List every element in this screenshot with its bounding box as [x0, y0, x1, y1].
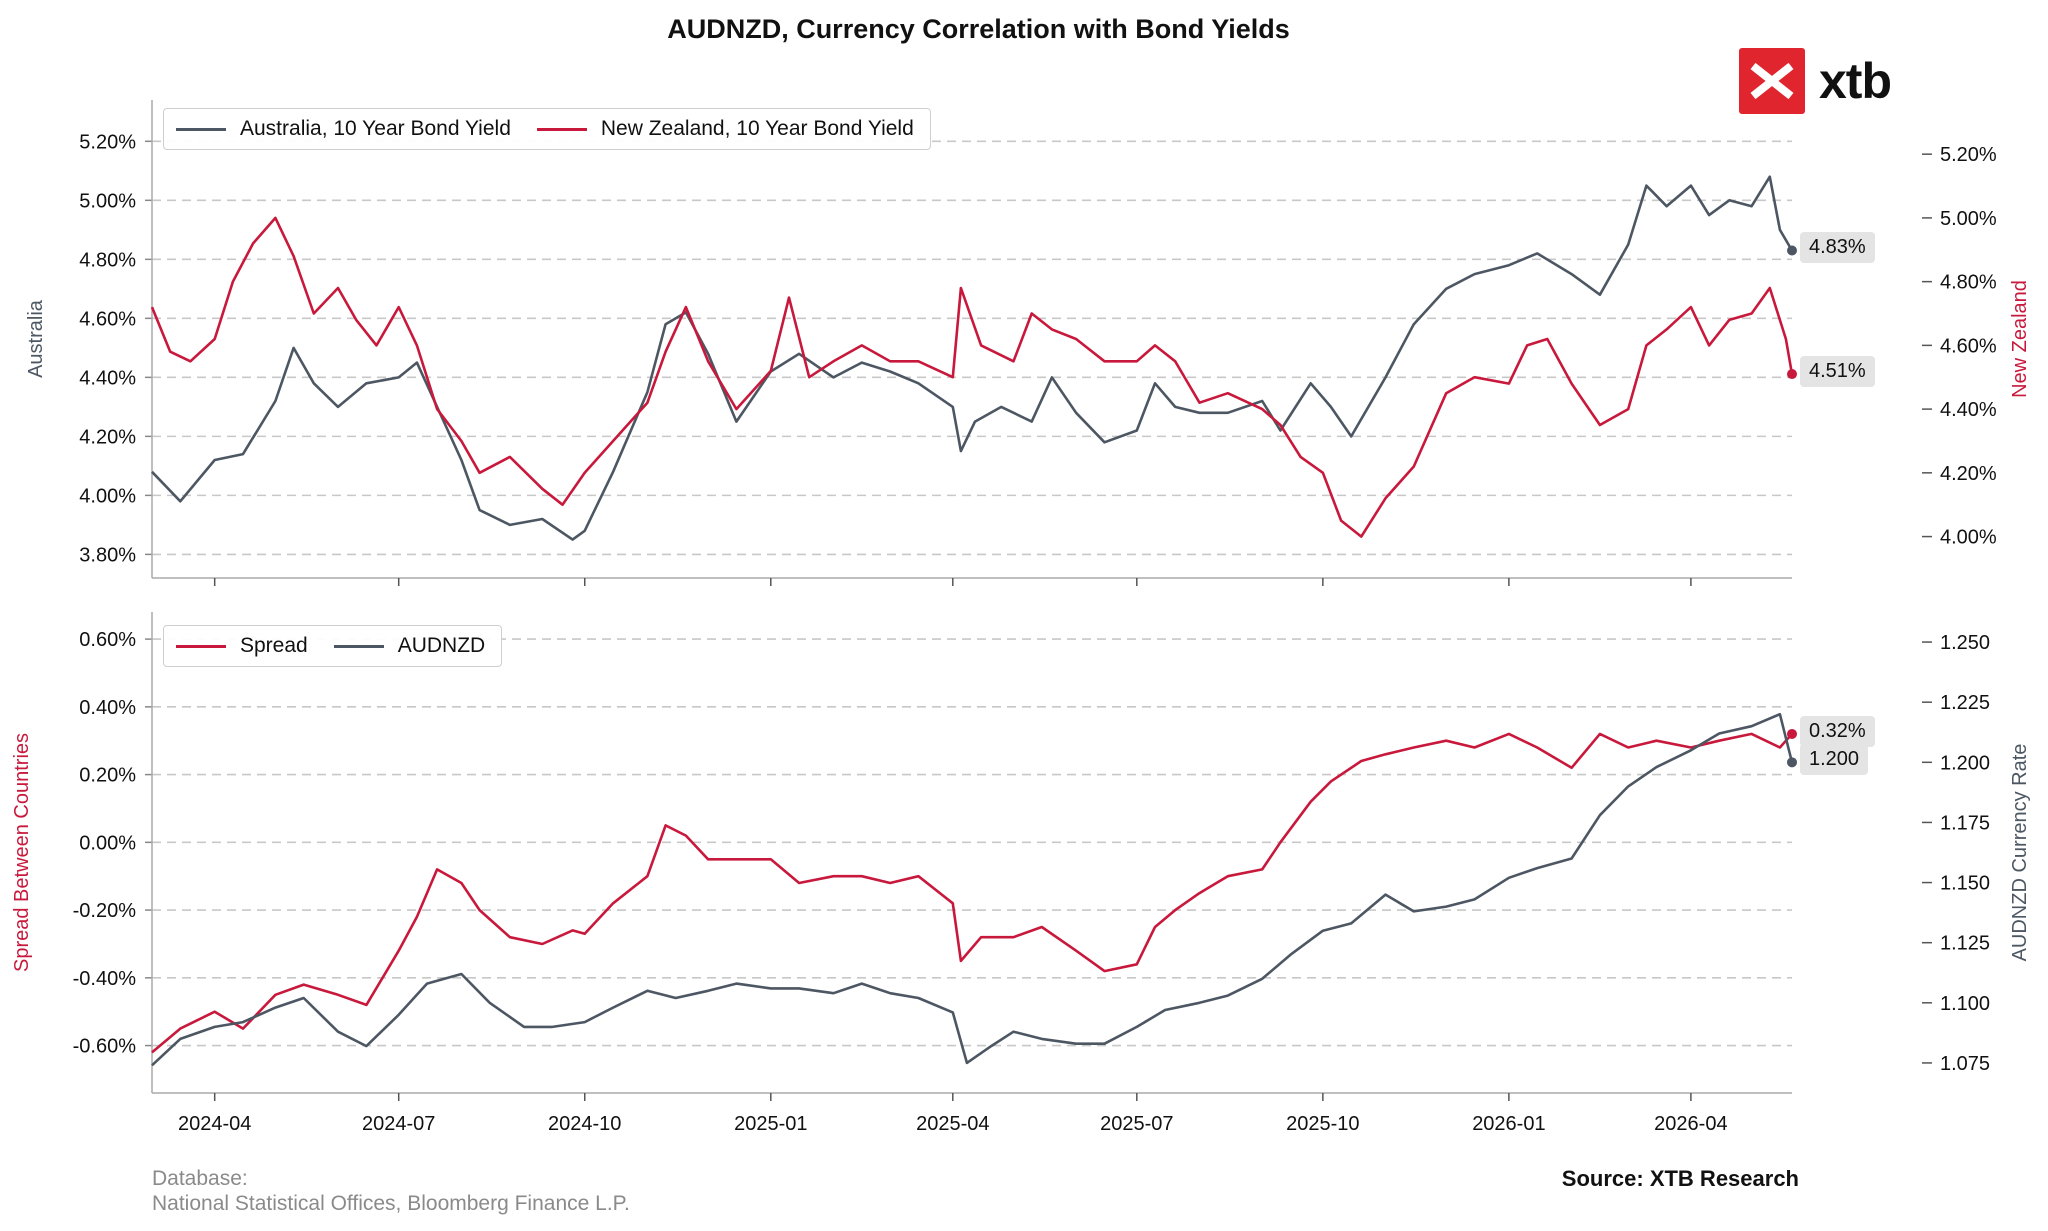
right-y-tick-label: 1.125 [1940, 933, 1990, 955]
right-y-tick-label: 1.225 [1940, 692, 1990, 714]
database-label: Database: [152, 1167, 248, 1190]
last-value-marker [1787, 757, 1797, 768]
database-note: Database: National Statistical Offices, … [152, 1166, 630, 1216]
right-y-tick-label: 1.175 [1940, 812, 1990, 834]
last-value-tag: 0.32% [1800, 715, 1875, 747]
last-value-tag: 4.51% [1800, 356, 1875, 388]
x-tick-label: 2024-10 [548, 1113, 621, 1135]
database-sources: National Statistical Offices, Bloomberg … [152, 1192, 630, 1215]
right-axis-label: New Zealand [2009, 280, 2031, 398]
bottom-legend: Spread AUDNZD [163, 625, 503, 667]
x-tick-label: 2025-01 [734, 1113, 807, 1135]
right-y-tick-label: 1.100 [1940, 993, 1990, 1015]
legend-label-spread: Spread [240, 634, 308, 657]
source-label: Source: XTB Research [1561, 1166, 1799, 1191]
left-y-tick-label: 0.00% [79, 832, 136, 854]
left-y-tick-label: 4.80% [79, 249, 136, 271]
legend-item-spread: Spread [176, 634, 308, 658]
right-y-tick-label: 1.250 [1940, 632, 1990, 654]
left-axis-label: Australia [25, 299, 47, 378]
right-y-tick-label: 5.00% [1940, 208, 1997, 230]
legend-swatch-new-zealand [536, 127, 587, 131]
series-line-new-zealand-10-year-bond-yield [150, 216, 1794, 538]
legend-item-audnzd: AUDNZD [333, 634, 486, 658]
last-value-marker [1787, 245, 1797, 256]
last-value-tag: 4.83% [1800, 232, 1875, 264]
legend-swatch-audnzd [333, 644, 384, 648]
xtb-logo-text: xtb [1819, 53, 1892, 109]
left-y-tick-label: 5.00% [79, 190, 136, 212]
top-legend: Australia, 10 Year Bond Yield New Zealan… [163, 108, 931, 150]
legend-swatch-australia [176, 127, 226, 131]
xtb-logo-mark-icon [1739, 48, 1805, 114]
legend-swatch-spread [176, 644, 226, 648]
right-y-tick-label: 1.075 [1940, 1053, 1990, 1075]
right-y-tick-label: 4.20% [1940, 463, 1997, 485]
left-y-tick-label: 4.20% [79, 426, 136, 448]
right-y-tick-label: 4.40% [1940, 399, 1997, 421]
series-line-spread [151, 732, 1793, 1054]
right-y-tick-label: 4.80% [1940, 272, 1997, 294]
left-y-tick-label: -0.20% [73, 900, 137, 922]
legend-label-australia: Australia, 10 Year Bond Yield [240, 117, 511, 140]
xtb-logo: xtb [1739, 48, 1892, 114]
left-y-tick-label: 3.80% [79, 544, 136, 566]
right-y-tick-label: 5.20% [1940, 144, 1997, 166]
x-tick-label: 2026-01 [1472, 1113, 1545, 1135]
left-y-tick-label: 0.40% [79, 697, 136, 719]
x-tick-label: 2025-10 [1286, 1113, 1359, 1135]
legend-item-australia: Australia, 10 Year Bond Yield [176, 117, 511, 141]
x-tick-label: 2026-04 [1654, 1113, 1727, 1135]
left-y-tick-label: 0.20% [79, 765, 136, 787]
left-y-tick-label: 4.60% [79, 308, 136, 330]
right-y-tick-label: 1.150 [1940, 873, 1990, 895]
x-tick-label: 2024-04 [178, 1113, 251, 1135]
series-line-audnzd [151, 712, 1794, 1067]
left-y-tick-label: -0.60% [73, 1036, 137, 1058]
last-value-marker [1787, 728, 1797, 739]
left-axis-label: Spread Between Countries [11, 733, 33, 972]
chart-title: AUDNZD, Currency Correlation with Bond Y… [667, 14, 1290, 44]
legend-item-new-zealand: New Zealand, 10 Year Bond Yield [536, 117, 914, 141]
right-y-tick-label: 4.00% [1940, 527, 1997, 549]
x-tick-label: 2024-07 [362, 1113, 435, 1135]
last-value-tag: 1.200 [1800, 744, 1869, 776]
left-y-tick-label: -0.40% [73, 968, 137, 990]
left-y-tick-label: 4.00% [79, 485, 136, 507]
left-y-tick-label: 0.60% [79, 629, 136, 651]
x-tick-label: 2025-04 [916, 1113, 989, 1135]
right-axis-label: AUDNZD Currency Rate [2009, 744, 2031, 962]
legend-label-audnzd: AUDNZD [397, 634, 486, 657]
right-y-tick-label: 1.200 [1940, 752, 1990, 774]
left-y-tick-label: 5.20% [79, 131, 136, 153]
series-line-australia-10-year-bond-yield [151, 175, 1794, 541]
right-y-tick-label: 4.60% [1940, 335, 1997, 357]
left-y-tick-label: 4.40% [79, 367, 136, 389]
x-tick-label: 2025-07 [1100, 1113, 1173, 1135]
legend-label-new-zealand: New Zealand, 10 Year Bond Yield [600, 117, 914, 140]
last-value-marker [1787, 369, 1797, 380]
